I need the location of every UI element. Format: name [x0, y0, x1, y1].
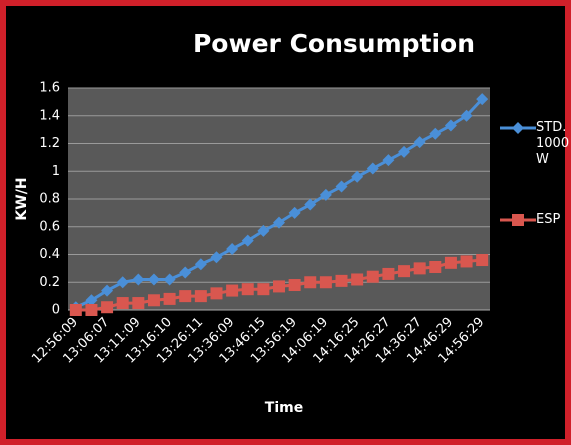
data-point	[163, 292, 176, 305]
data-point	[257, 224, 270, 237]
data-point	[460, 255, 473, 268]
data-point	[512, 214, 524, 226]
data-point	[163, 273, 176, 286]
data-point	[413, 136, 426, 149]
data-point	[351, 170, 364, 183]
data-point	[335, 180, 348, 193]
data-point	[444, 256, 457, 269]
y-tick-label: 0.4	[39, 247, 60, 262]
data-point	[179, 266, 192, 279]
data-point	[398, 145, 411, 158]
data-point	[319, 276, 332, 289]
y-tick-label: 1.6	[39, 81, 60, 96]
data-point	[179, 290, 192, 303]
data-point	[512, 122, 524, 134]
data-point	[147, 273, 160, 286]
data-point	[304, 198, 317, 211]
chart-title: Power Consumption	[193, 29, 475, 58]
data-point	[116, 297, 129, 310]
data-point	[241, 283, 254, 296]
data-point	[257, 283, 270, 296]
data-point	[429, 260, 442, 273]
data-point	[288, 206, 301, 219]
data-point	[226, 242, 239, 255]
data-point	[444, 119, 457, 132]
data-point	[241, 234, 254, 247]
data-point	[273, 216, 285, 229]
data-point	[413, 262, 426, 275]
data-point	[335, 274, 348, 287]
data-point	[194, 258, 207, 271]
data-point	[226, 284, 239, 297]
data-point	[288, 279, 301, 292]
data-point	[132, 297, 145, 310]
y-axis-title: KW/H	[14, 177, 30, 220]
data-point	[460, 109, 473, 122]
data-point	[476, 93, 489, 106]
data-point	[101, 284, 114, 297]
data-point	[382, 267, 395, 280]
data-point	[429, 127, 442, 140]
data-point	[366, 270, 379, 283]
data-point	[398, 265, 411, 278]
x-axis-title: Time	[265, 400, 303, 416]
legend-label: STD. 1000 W	[536, 120, 570, 167]
y-tick-label: 1.2	[39, 136, 60, 151]
data-point	[273, 280, 285, 293]
data-point	[366, 162, 379, 175]
data-point	[194, 290, 207, 303]
y-tick-label: 0	[52, 303, 60, 318]
data-point	[304, 276, 317, 289]
y-tick-label: 0.6	[39, 219, 60, 234]
data-point	[147, 294, 160, 307]
y-tick-label: 0.2	[39, 275, 60, 290]
data-point	[85, 304, 98, 316]
data-point	[210, 287, 223, 300]
data-point	[319, 188, 332, 201]
data-point	[85, 294, 98, 307]
legend-label: ESP	[536, 212, 561, 227]
data-point	[101, 301, 114, 314]
y-tick-label: 0.8	[39, 192, 60, 207]
data-point	[69, 304, 82, 316]
data-point	[210, 251, 223, 264]
data-point	[351, 273, 364, 286]
data-point	[116, 276, 129, 289]
data-point	[382, 154, 395, 167]
data-point	[476, 254, 489, 267]
y-tick-label: 1	[52, 164, 60, 179]
data-point	[132, 273, 145, 286]
y-tick-label: 1.4	[39, 108, 60, 123]
